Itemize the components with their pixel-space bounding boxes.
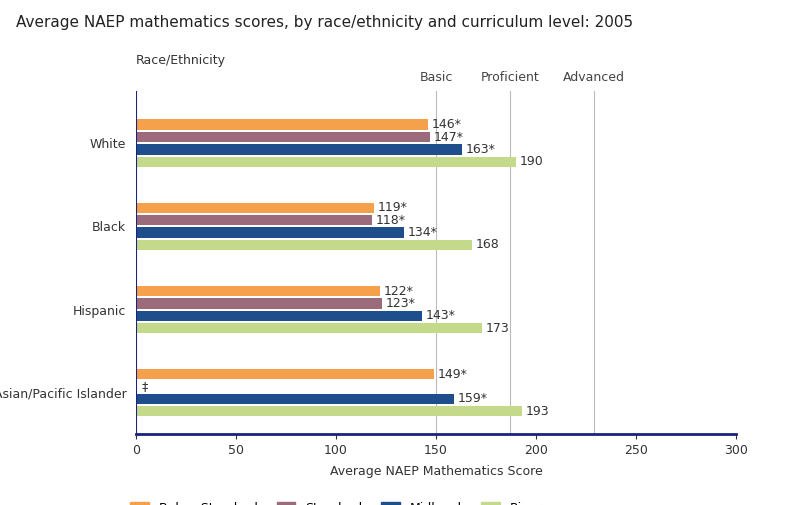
Bar: [136, 286, 380, 296]
Bar: [136, 323, 482, 333]
Text: 146*: 146*: [432, 118, 462, 131]
Bar: [136, 203, 374, 213]
Bar: [136, 227, 404, 238]
Text: Average NAEP mathematics scores, by race/ethnicity and curriculum level: 2005: Average NAEP mathematics scores, by race…: [16, 15, 633, 30]
Text: Basic: Basic: [419, 71, 453, 84]
Bar: [136, 394, 454, 404]
Bar: [136, 144, 462, 155]
Text: ‡: ‡: [142, 380, 148, 393]
Text: 119*: 119*: [378, 201, 408, 214]
Text: Proficient: Proficient: [481, 71, 539, 84]
Text: 159*: 159*: [458, 392, 488, 406]
Text: 118*: 118*: [376, 214, 406, 227]
Bar: [136, 369, 434, 379]
Text: 173: 173: [486, 322, 510, 335]
Text: 190: 190: [520, 155, 544, 168]
Text: 134*: 134*: [408, 226, 438, 239]
Bar: [136, 132, 430, 142]
Bar: [136, 120, 428, 130]
Bar: [136, 406, 522, 417]
Bar: [136, 240, 472, 250]
Text: 122*: 122*: [384, 284, 414, 297]
Bar: [136, 311, 422, 321]
Text: 149*: 149*: [438, 368, 468, 381]
Text: 163*: 163*: [466, 143, 496, 156]
Legend: Below Standard, Standard, Midlevel, Rigorous: Below Standard, Standard, Midlevel, Rigo…: [130, 502, 564, 505]
Text: Advanced: Advanced: [563, 71, 625, 84]
Text: 143*: 143*: [426, 309, 456, 322]
Text: 168: 168: [476, 238, 500, 251]
Text: 193: 193: [526, 405, 550, 418]
Bar: [136, 157, 516, 167]
X-axis label: Average NAEP Mathematics Score: Average NAEP Mathematics Score: [330, 465, 542, 478]
Text: Race/Ethnicity: Race/Ethnicity: [136, 54, 226, 67]
Text: 147*: 147*: [434, 130, 464, 143]
Bar: [136, 298, 382, 309]
Text: 123*: 123*: [386, 297, 416, 310]
Bar: [136, 215, 372, 225]
